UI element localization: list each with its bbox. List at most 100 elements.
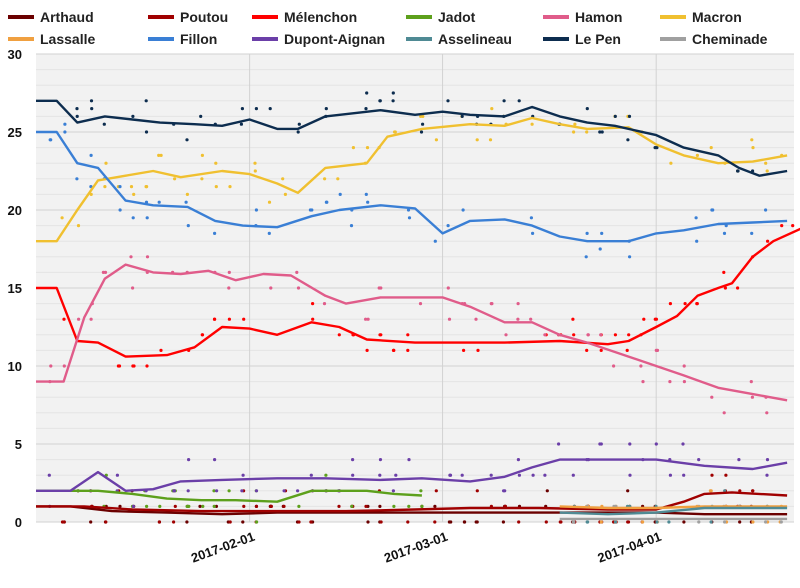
poll-dot-le-pen [446, 99, 450, 103]
poll-dot-fillon [157, 200, 161, 204]
poll-dot-arthaud [378, 504, 382, 508]
poll-dot-lassalle [641, 520, 645, 524]
poll-dot-arthaud [545, 489, 549, 493]
poll-dot-fillon [585, 231, 589, 235]
poll-dot-le-pen [736, 169, 740, 173]
y-tick-label: 15 [8, 281, 22, 296]
series-line-poutou [36, 491, 788, 513]
trend-lines [36, 99, 800, 521]
series-line-melenchon [36, 227, 800, 358]
poll-dot-fillon [63, 122, 67, 126]
poll-dot-melenchon [406, 333, 410, 337]
poll-dot-le-pen [626, 138, 630, 142]
poll-dot-fillon [600, 231, 604, 235]
legend-label-poutou: Poutou [180, 9, 228, 25]
poll-dot-melenchon [213, 317, 217, 321]
poll-dot-dupont-aignan [186, 489, 190, 493]
poll-dot-macron [365, 146, 370, 150]
poll-dot-hamon [490, 302, 494, 306]
poll-dot-hamon [599, 333, 603, 337]
poll-dot-macron [89, 192, 93, 196]
poll-dot-fillon [213, 231, 217, 235]
poll-dot-melenchon [392, 348, 396, 352]
grid-lines [36, 53, 794, 523]
poll-dot-melenchon [227, 317, 231, 321]
poll-dot-fillon [118, 185, 122, 189]
poll-dot-melenchon [159, 348, 163, 352]
poll-dot-macron [253, 169, 257, 173]
poll-dot-le-pen [75, 114, 79, 118]
poll-dot-le-pen [144, 99, 148, 103]
poll-dot-poutou [157, 520, 161, 524]
legend-label-jadot: Jadot [438, 9, 476, 25]
poll-dot-hamon [89, 317, 93, 321]
poll-dot-hamon [474, 317, 478, 321]
poll-dot-asselineau [655, 520, 659, 524]
poll-dot-poutou [517, 520, 521, 524]
poll-dot-hamon [322, 302, 327, 306]
poll-dot-dupont-aignan [254, 489, 259, 493]
poll-dot-melenchon [683, 302, 687, 306]
poll-dot-fillon [118, 208, 122, 212]
poll-dot-poutou [309, 520, 313, 524]
poll-dot-dupont-aignan [172, 489, 176, 493]
poll-dot-fillon [308, 208, 312, 212]
poll-dot-le-pen [613, 114, 617, 118]
poll-dot-poutou [544, 520, 548, 524]
poll-dot-macron [283, 192, 287, 196]
poll-dot-fillon [722, 231, 727, 235]
poll-dot-hamon [543, 333, 547, 337]
poll-dot-arthaud [366, 520, 370, 524]
poll-dot-fillon [267, 231, 271, 235]
poll-dot-melenchon [627, 333, 631, 337]
poll-dot-fillon [89, 153, 93, 157]
poll-dot-dupont-aignan [765, 473, 769, 477]
poll-dot-macron [200, 177, 204, 181]
poll-dot-macron [267, 200, 272, 204]
poll-dot-le-pen [239, 122, 243, 126]
poll-dot-hamon [750, 395, 755, 399]
poll-dot-fillon [694, 216, 698, 220]
poll-dot-dupont-aignan [654, 442, 658, 446]
poll-dot-fillon [364, 192, 368, 196]
series-line-lassalle [559, 505, 788, 510]
poll-dot-cheminade [779, 520, 783, 524]
poll-dot-poutou [242, 504, 246, 508]
poll-dot-arthaud [118, 504, 122, 508]
poll-dot-jadot [212, 489, 216, 493]
poll-dot-dupont-aignan [697, 458, 701, 462]
poll-dot-le-pen [75, 107, 79, 111]
legend-label-melenchon: Mélenchon [284, 9, 357, 25]
poll-dot-arthaud [501, 520, 505, 524]
poll-dot-le-pen [199, 114, 203, 118]
poll-dot-hamon [145, 255, 150, 259]
poll-dot-le-pen [598, 130, 602, 134]
poll-dot-dupont-aignan [407, 458, 411, 462]
poll-dot-hamon [682, 364, 686, 368]
poll-dot-macron [76, 224, 81, 228]
poll-dot-poutou [254, 504, 259, 508]
poll-dot-melenchon [571, 317, 575, 321]
poll-dot-dupont-aignan [378, 458, 383, 462]
poll-dot-macron [253, 161, 257, 165]
poll-dot-melenchon [695, 302, 699, 306]
poll-dot-fillon [324, 200, 328, 204]
poll-dot-hamon [710, 395, 714, 399]
poll-dot-macron [159, 153, 163, 157]
poll-dot-melenchon [585, 348, 589, 352]
poll-dot-dupont-aignan [682, 473, 686, 477]
series-line-asselineau [559, 506, 788, 516]
poll-dot-fillon [433, 239, 437, 243]
poll-dot-macron [669, 161, 673, 165]
poll-dot-hamon [377, 286, 381, 290]
poll-dot-le-pen [296, 130, 300, 134]
poll-dot-macron [351, 146, 355, 150]
poll-dot-macron [323, 177, 327, 181]
poll-dot-dupont-aignan [394, 473, 398, 477]
poll-dot-jadot [420, 504, 424, 508]
poll-dot-melenchon [200, 333, 204, 337]
poll-dot-jadot [297, 504, 301, 508]
poll-dot-le-pen [268, 107, 272, 111]
poll-dot-le-pen [421, 122, 425, 126]
